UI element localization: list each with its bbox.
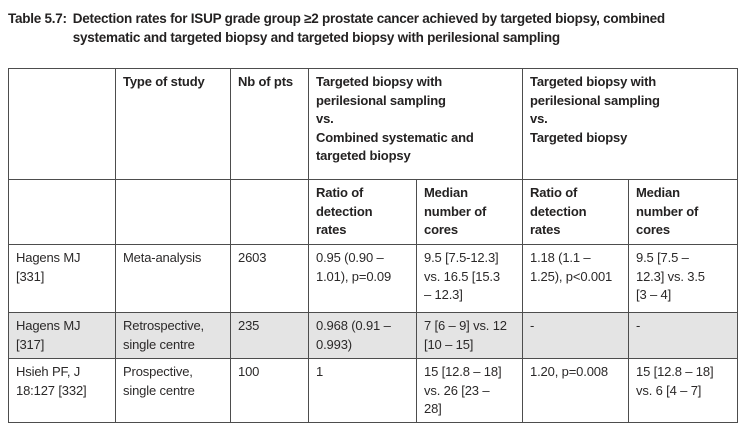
header-cell-type-of-study: Type of study bbox=[115, 68, 231, 180]
cell-median-2: - bbox=[628, 312, 738, 359]
header-row-groups: Type of study Nb of pts Targeted biopsy … bbox=[8, 68, 738, 180]
cell-study-type: Retrospective, single centre bbox=[115, 312, 231, 359]
cell-ratio-2: - bbox=[522, 312, 629, 359]
table-caption-text: Detection rates for ISUP grade group ≥2 … bbox=[72, 11, 665, 45]
cell-ratio-2: 1.20, p=0.008 bbox=[522, 358, 629, 423]
table-row: Hsieh PF, J 18:127 [332] Prospective, si… bbox=[8, 358, 738, 423]
table-caption: Table 5.7: Detection rates for ISUP grad… bbox=[8, 9, 665, 47]
header-group-perilesional-vs-targeted: Targeted biopsy with perilesional sampli… bbox=[522, 68, 738, 180]
header-cell-empty bbox=[8, 68, 116, 180]
header-cell-ratio-detection-rates-1: Ratio of detection rates bbox=[308, 179, 417, 245]
cell-nb-pts: 235 bbox=[230, 312, 309, 359]
cell-study: Hagens MJ [331] bbox=[8, 244, 116, 313]
cell-median-1: 15 [12.8 – 18] vs. 26 [23 – 28] bbox=[416, 358, 523, 423]
header-cell-blank bbox=[230, 179, 309, 245]
cell-study-type: Prospective, single centre bbox=[115, 358, 231, 423]
header-cell-nb-of-pts: Nb of pts bbox=[230, 68, 309, 180]
cell-ratio-1: 0.968 (0.91 – 0.993) bbox=[308, 312, 417, 359]
table-caption-label: Table 5.7: bbox=[8, 11, 67, 26]
cell-ratio-1: 1 bbox=[308, 358, 417, 423]
table-row: Hagens MJ [331] Meta-analysis 2603 0.95 … bbox=[8, 244, 738, 313]
table-row: Hagens MJ [317] Retrospective, single ce… bbox=[8, 312, 738, 359]
header-cell-blank bbox=[115, 179, 231, 245]
header-cell-median-number-cores-1: Median number of cores bbox=[416, 179, 523, 245]
study-results-table: Type of study Nb of pts Targeted biopsy … bbox=[8, 68, 738, 423]
cell-median-2: 9.5 [7.5 – 12.3] vs. 3.5 [3 – 4] bbox=[628, 244, 738, 313]
header-row-metrics: Ratio of detection rates Median number o… bbox=[8, 179, 738, 245]
header-group-perilesional-vs-combined: Targeted biopsy with perilesional sampli… bbox=[308, 68, 523, 180]
cell-median-1: 7 [6 – 9] vs. 12 [10 – 15] bbox=[416, 312, 523, 359]
cell-study: Hsieh PF, J 18:127 [332] bbox=[8, 358, 116, 423]
header-cell-blank bbox=[8, 179, 116, 245]
header-cell-ratio-detection-rates-2: Ratio of detection rates bbox=[522, 179, 629, 245]
cell-median-1: 9.5 [7.5-12.3] vs. 16.5 [15.3 – 12.3] bbox=[416, 244, 523, 313]
cell-ratio-1: 0.95 (0.90 – 1.01), p=0.09 bbox=[308, 244, 417, 313]
cell-nb-pts: 2603 bbox=[230, 244, 309, 313]
header-cell-median-number-cores-2: Median number of cores bbox=[628, 179, 738, 245]
cell-study-type: Meta-analysis bbox=[115, 244, 231, 313]
cell-ratio-2: 1.18 (1.1 – 1.25), p<0.001 bbox=[522, 244, 629, 313]
cell-study: Hagens MJ [317] bbox=[8, 312, 116, 359]
cell-median-2: 15 [12.8 – 18] vs. 6 [4 – 7] bbox=[628, 358, 738, 423]
cell-nb-pts: 100 bbox=[230, 358, 309, 423]
